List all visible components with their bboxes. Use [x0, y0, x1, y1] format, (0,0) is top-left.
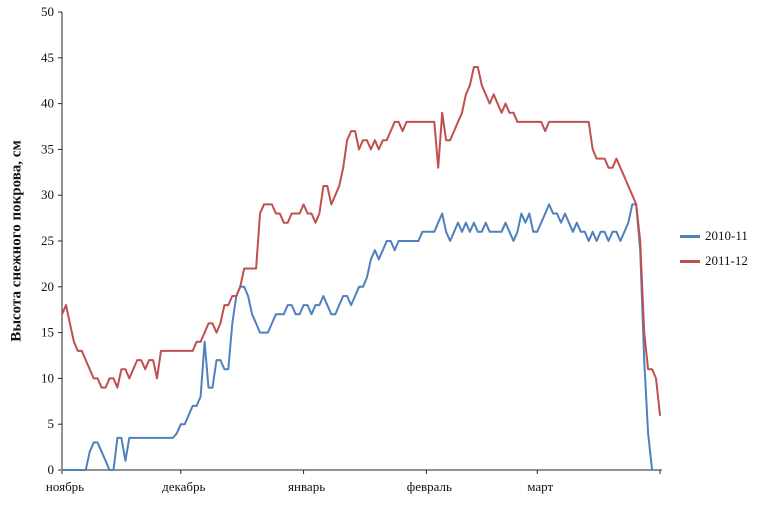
legend-item-2010-11: 2010-11 [680, 228, 748, 244]
y-tick-label: 20 [41, 279, 54, 294]
y-axis-title: Высота снежного покрова, см [8, 140, 25, 342]
y-tick-label: 30 [41, 187, 54, 202]
y-tick-label: 50 [41, 4, 54, 19]
legend-item-2011-12: 2011-12 [680, 253, 748, 269]
series-line-2011-12 [61, 66, 661, 416]
x-tick-label: декабрь [162, 479, 205, 494]
x-tick-label: ноябрь [46, 479, 84, 494]
y-tick-label: 40 [41, 96, 54, 111]
legend-line-sample-2010-11 [680, 234, 700, 238]
y-tick-label: 10 [41, 370, 54, 385]
y-tick-label: 15 [41, 325, 54, 340]
x-tick-label: февраль [407, 479, 452, 494]
series-line-2010-11 [61, 203, 654, 471]
y-tick-label: 0 [48, 462, 55, 477]
y-tick-label: 35 [41, 141, 54, 156]
x-tick-label: январь [288, 479, 325, 494]
legend-line-sample-2011-12 [680, 259, 700, 263]
legend: 2010-11 2011-12 [680, 228, 748, 269]
x-tick-label: март [527, 479, 553, 494]
legend-label-2010-11: 2010-11 [705, 228, 748, 243]
y-tick-label: 25 [41, 233, 54, 248]
legend-label-2011-12: 2011-12 [705, 253, 748, 268]
y-tick-label: 5 [48, 416, 55, 431]
y-tick-label: 45 [41, 50, 54, 65]
